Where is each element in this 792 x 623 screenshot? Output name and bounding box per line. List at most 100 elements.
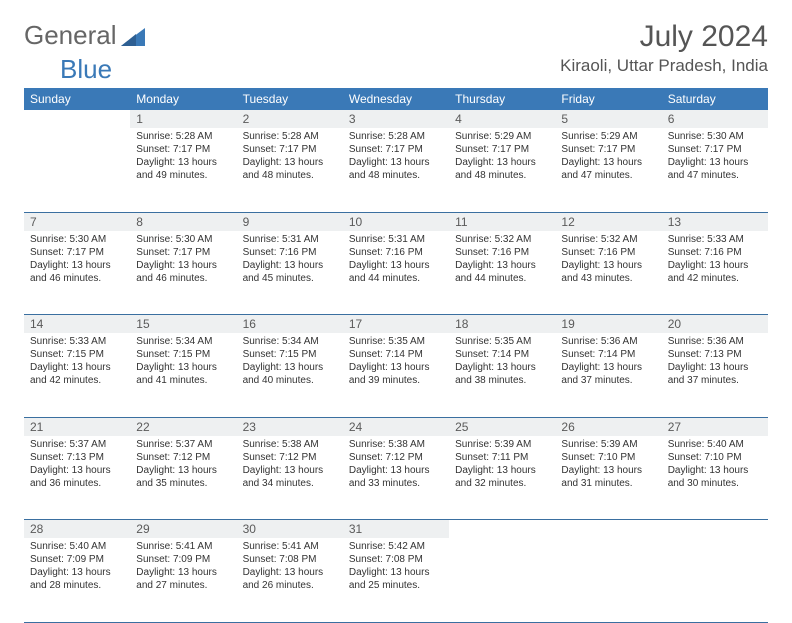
sunrise-text: Sunrise: 5:38 AM xyxy=(349,438,443,451)
weekday-header: Thursday xyxy=(449,88,555,110)
day-info: Sunrise: 5:38 AMSunset: 7:12 PMDaylight:… xyxy=(343,436,449,496)
sunset-text: Sunset: 7:16 PM xyxy=(668,246,762,259)
day-cell: Sunrise: 5:38 AMSunset: 7:12 PMDaylight:… xyxy=(237,436,343,520)
daylight-text-1: Daylight: 13 hours xyxy=(136,361,230,374)
sunrise-text: Sunrise: 5:39 AM xyxy=(561,438,655,451)
day-number-cell: 2 xyxy=(237,110,343,128)
weekday-header: Wednesday xyxy=(343,88,449,110)
day-number-cell: 13 xyxy=(662,212,768,231)
sunset-text: Sunset: 7:12 PM xyxy=(136,451,230,464)
daylight-text-2: and 43 minutes. xyxy=(561,272,655,285)
daylight-text-1: Daylight: 13 hours xyxy=(455,259,549,272)
day-info: Sunrise: 5:29 AMSunset: 7:17 PMDaylight:… xyxy=(449,128,555,188)
brand-part1: General xyxy=(24,20,117,51)
sunrise-text: Sunrise: 5:28 AM xyxy=(136,130,230,143)
day-number-cell: 18 xyxy=(449,315,555,334)
daylight-text-2: and 38 minutes. xyxy=(455,374,549,387)
day-content-row: Sunrise: 5:28 AMSunset: 7:17 PMDaylight:… xyxy=(24,128,768,212)
day-cell: Sunrise: 5:28 AMSunset: 7:17 PMDaylight:… xyxy=(130,128,236,212)
day-number-cell: 9 xyxy=(237,212,343,231)
daylight-text-1: Daylight: 13 hours xyxy=(136,464,230,477)
brand-logo: General xyxy=(24,20,147,51)
day-number-cell: 11 xyxy=(449,212,555,231)
day-info: Sunrise: 5:31 AMSunset: 7:16 PMDaylight:… xyxy=(237,231,343,291)
day-cell: Sunrise: 5:35 AMSunset: 7:14 PMDaylight:… xyxy=(343,333,449,417)
brand-part2: Blue xyxy=(60,54,112,85)
daylight-text-2: and 30 minutes. xyxy=(668,477,762,490)
brand-triangle-icon xyxy=(121,26,145,46)
day-cell: Sunrise: 5:38 AMSunset: 7:12 PMDaylight:… xyxy=(343,436,449,520)
day-cell: Sunrise: 5:32 AMSunset: 7:16 PMDaylight:… xyxy=(449,231,555,315)
sunset-text: Sunset: 7:14 PM xyxy=(349,348,443,361)
daylight-text-2: and 40 minutes. xyxy=(243,374,337,387)
month-title: July 2024 xyxy=(560,20,768,54)
day-number-cell: 27 xyxy=(662,417,768,436)
day-cell: Sunrise: 5:41 AMSunset: 7:09 PMDaylight:… xyxy=(130,538,236,622)
daylight-text-2: and 33 minutes. xyxy=(349,477,443,490)
day-info: Sunrise: 5:33 AMSunset: 7:16 PMDaylight:… xyxy=(662,231,768,291)
day-number-cell: 20 xyxy=(662,315,768,334)
daylight-text-2: and 49 minutes. xyxy=(136,169,230,182)
daylight-text-1: Daylight: 13 hours xyxy=(349,361,443,374)
daylight-text-1: Daylight: 13 hours xyxy=(243,156,337,169)
sunset-text: Sunset: 7:08 PM xyxy=(349,553,443,566)
day-info: Sunrise: 5:39 AMSunset: 7:10 PMDaylight:… xyxy=(555,436,661,496)
daylight-text-1: Daylight: 13 hours xyxy=(243,361,337,374)
day-cell: Sunrise: 5:31 AMSunset: 7:16 PMDaylight:… xyxy=(343,231,449,315)
day-info: Sunrise: 5:36 AMSunset: 7:13 PMDaylight:… xyxy=(662,333,768,393)
sunrise-text: Sunrise: 5:29 AM xyxy=(455,130,549,143)
day-number-cell: 6 xyxy=(662,110,768,128)
daylight-text-1: Daylight: 13 hours xyxy=(30,464,124,477)
day-number-row: 28293031 xyxy=(24,520,768,539)
daylight-text-1: Daylight: 13 hours xyxy=(243,259,337,272)
daylight-text-1: Daylight: 13 hours xyxy=(561,259,655,272)
weekday-header: Sunday xyxy=(24,88,130,110)
daylight-text-2: and 27 minutes. xyxy=(136,579,230,592)
sunset-text: Sunset: 7:15 PM xyxy=(243,348,337,361)
day-info: Sunrise: 5:42 AMSunset: 7:08 PMDaylight:… xyxy=(343,538,449,598)
day-info: Sunrise: 5:34 AMSunset: 7:15 PMDaylight:… xyxy=(130,333,236,393)
day-cell: Sunrise: 5:42 AMSunset: 7:08 PMDaylight:… xyxy=(343,538,449,622)
sunrise-text: Sunrise: 5:30 AM xyxy=(668,130,762,143)
sunrise-text: Sunrise: 5:41 AM xyxy=(136,540,230,553)
sunrise-text: Sunrise: 5:37 AM xyxy=(136,438,230,451)
sunrise-text: Sunrise: 5:35 AM xyxy=(455,335,549,348)
day-number-row: 123456 xyxy=(24,110,768,128)
daylight-text-2: and 26 minutes. xyxy=(243,579,337,592)
day-info: Sunrise: 5:32 AMSunset: 7:16 PMDaylight:… xyxy=(555,231,661,291)
day-number-cell xyxy=(662,520,768,539)
day-cell: Sunrise: 5:33 AMSunset: 7:15 PMDaylight:… xyxy=(24,333,130,417)
daylight-text-2: and 44 minutes. xyxy=(349,272,443,285)
daylight-text-2: and 28 minutes. xyxy=(30,579,124,592)
daylight-text-2: and 44 minutes. xyxy=(455,272,549,285)
day-cell: Sunrise: 5:36 AMSunset: 7:13 PMDaylight:… xyxy=(662,333,768,417)
sunset-text: Sunset: 7:09 PM xyxy=(30,553,124,566)
day-cell xyxy=(24,128,130,212)
calendar-table: Sunday Monday Tuesday Wednesday Thursday… xyxy=(24,88,768,623)
daylight-text-1: Daylight: 13 hours xyxy=(30,259,124,272)
daylight-text-1: Daylight: 13 hours xyxy=(349,156,443,169)
sunset-text: Sunset: 7:11 PM xyxy=(455,451,549,464)
day-number-cell xyxy=(555,520,661,539)
daylight-text-1: Daylight: 13 hours xyxy=(349,259,443,272)
day-info: Sunrise: 5:30 AMSunset: 7:17 PMDaylight:… xyxy=(24,231,130,291)
daylight-text-1: Daylight: 13 hours xyxy=(561,361,655,374)
day-info: Sunrise: 5:28 AMSunset: 7:17 PMDaylight:… xyxy=(343,128,449,188)
day-number-cell: 5 xyxy=(555,110,661,128)
weekday-header: Saturday xyxy=(662,88,768,110)
day-number-row: 14151617181920 xyxy=(24,315,768,334)
sunset-text: Sunset: 7:16 PM xyxy=(349,246,443,259)
daylight-text-1: Daylight: 13 hours xyxy=(243,464,337,477)
day-info: Sunrise: 5:38 AMSunset: 7:12 PMDaylight:… xyxy=(237,436,343,496)
sunset-text: Sunset: 7:15 PM xyxy=(136,348,230,361)
day-info: Sunrise: 5:36 AMSunset: 7:14 PMDaylight:… xyxy=(555,333,661,393)
sunset-text: Sunset: 7:08 PM xyxy=(243,553,337,566)
daylight-text-1: Daylight: 13 hours xyxy=(561,156,655,169)
daylight-text-1: Daylight: 13 hours xyxy=(668,464,762,477)
daylight-text-1: Daylight: 13 hours xyxy=(30,566,124,579)
day-info: Sunrise: 5:39 AMSunset: 7:11 PMDaylight:… xyxy=(449,436,555,496)
day-cell xyxy=(555,538,661,622)
daylight-text-2: and 32 minutes. xyxy=(455,477,549,490)
sunrise-text: Sunrise: 5:28 AM xyxy=(243,130,337,143)
sunrise-text: Sunrise: 5:33 AM xyxy=(668,233,762,246)
